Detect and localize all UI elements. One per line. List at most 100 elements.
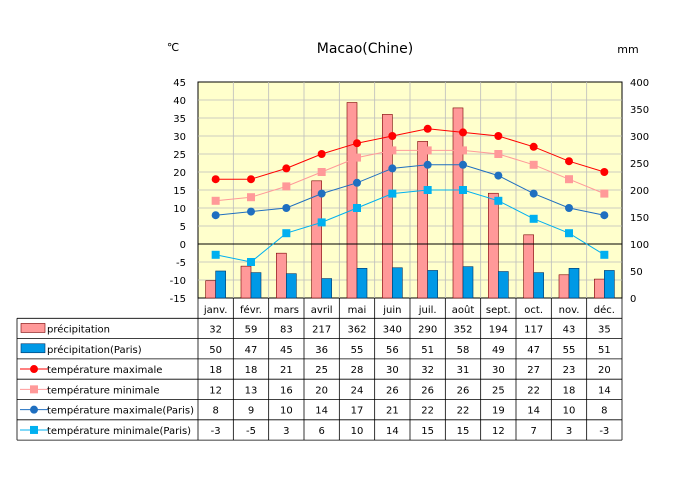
series-point-3: [423, 160, 432, 169]
bar-precipitation: [240, 265, 252, 299]
table-cell: 25: [315, 365, 328, 376]
month-label: juil.: [418, 305, 437, 316]
series-point-4: [282, 229, 291, 238]
bar-precipitation: [452, 107, 464, 299]
right-tick-label: 0: [630, 294, 636, 305]
table-cell: 35: [598, 324, 611, 335]
series-point-1: [459, 128, 467, 137]
table-cell: 47: [527, 345, 540, 356]
right-tick-label: 200: [630, 186, 649, 197]
series-point-4: [459, 186, 467, 194]
series-point-2: [494, 150, 503, 158]
table-cell: 43: [563, 324, 576, 335]
table-cell: 352: [453, 324, 472, 335]
series-point-1: [353, 139, 361, 148]
legend-label: température maximale: [47, 364, 162, 376]
table-cell: 21: [386, 406, 399, 417]
line-series: [211, 124, 609, 266]
table-cell: 19: [492, 406, 505, 417]
table-cell: 194: [489, 324, 508, 335]
month-label: mai: [348, 305, 367, 316]
bar-precipitation: [558, 274, 570, 299]
right-tick-label: 250: [630, 159, 649, 170]
table-cell: 51: [421, 345, 434, 356]
table-cell: 17: [351, 406, 364, 417]
legend-swatch: [20, 323, 46, 333]
table-cell: 18: [563, 385, 576, 396]
series-point-4: [353, 204, 361, 212]
series-line-3: [215, 164, 605, 216]
series-point-2: [353, 153, 361, 162]
table-cell: 18: [209, 365, 222, 376]
table-cell: 340: [383, 324, 402, 335]
series-point-3: [317, 189, 326, 198]
table-cell: -3: [599, 426, 609, 437]
table-cell: 217: [312, 324, 331, 335]
bar-precipitation: [417, 141, 428, 299]
series-point-4: [494, 196, 503, 205]
bar-precipitation: [276, 252, 287, 299]
bar-precipitation-paris: [215, 270, 226, 299]
series-point-1: [211, 175, 220, 184]
left-tick-label: -15: [170, 294, 186, 305]
left-axis-unit: ℃: [167, 41, 179, 54]
series-point-3: [459, 160, 467, 169]
series-line-2: [215, 149, 605, 202]
right-tick-label: 150: [630, 213, 649, 224]
table-cell: 26: [386, 385, 399, 396]
table-cell: 28: [351, 365, 364, 376]
bar-precipitation: [346, 102, 358, 299]
table-cell: 56: [386, 345, 399, 356]
series-point-4: [317, 218, 326, 227]
series-point-3: [353, 178, 361, 187]
table-cell: -5: [246, 426, 256, 437]
left-axis-ticks: -15 -10 -5 0 5 10 15 20 25 30 35 40 45: [170, 78, 186, 305]
bar-series: [205, 102, 615, 299]
legend-label: température minimale(Paris): [47, 425, 191, 437]
left-tick-label: 45: [173, 78, 186, 89]
table-cell: 14: [315, 406, 328, 417]
table-cell: 22: [421, 406, 434, 417]
series-point-4: [247, 258, 255, 266]
bar-precipitation-paris: [462, 266, 474, 299]
series-point-1: [494, 132, 503, 140]
legend-marker: [30, 385, 38, 394]
series-point-4: [529, 214, 538, 223]
legend-label: température minimale: [47, 384, 159, 396]
series-point-1: [317, 150, 326, 158]
series-point-3: [529, 189, 538, 198]
legend-marker: [30, 425, 38, 434]
table-cell: 47: [245, 345, 258, 356]
month-label: avril: [311, 305, 333, 316]
table-cell: 15: [457, 426, 470, 437]
table-cell: 20: [598, 365, 611, 376]
bar-precipitation: [523, 234, 534, 299]
table-cell: 30: [492, 365, 505, 376]
table-cell: 16: [280, 385, 293, 396]
right-axis-ticks: 0 50 100 150 200 250 300 350 400: [630, 78, 649, 305]
series-line-4: [215, 189, 605, 263]
table-cell: 14: [386, 426, 399, 437]
series-point-2: [600, 189, 609, 198]
table-cell: 22: [457, 406, 470, 417]
bar-precipitation-paris: [498, 271, 509, 299]
series-point-1: [529, 142, 538, 151]
table-cell: 10: [351, 426, 364, 437]
table-cell: 21: [280, 365, 293, 376]
bar-precipitation-paris: [392, 267, 403, 299]
table-cell: -3: [211, 426, 221, 437]
month-label: sept.: [486, 305, 511, 316]
legend-label: température maximale(Paris): [47, 405, 194, 417]
month-label: déc.: [594, 304, 615, 316]
bar-precipitation-paris: [250, 272, 262, 299]
series-point-2: [565, 175, 573, 184]
legend-label: précipitation: [47, 323, 110, 335]
legend-label: précipitation(Paris): [47, 344, 142, 356]
series-point-4: [423, 186, 432, 194]
data-table: janv. févr. mars avril mai juin juil. août sept.…: [16, 298, 623, 441]
series-point-2: [529, 160, 538, 169]
series-point-4: [600, 250, 609, 259]
left-tick-label: 30: [173, 132, 186, 143]
table-cell: 26: [421, 385, 434, 396]
right-axis-unit: mm: [617, 43, 638, 56]
